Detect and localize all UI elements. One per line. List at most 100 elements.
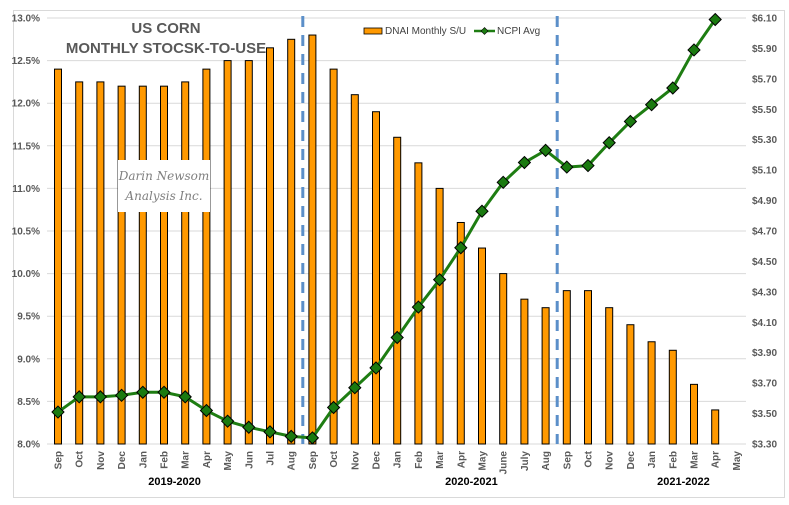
ncpi-marker xyxy=(136,385,150,399)
ncpi-marker xyxy=(72,390,86,404)
ncpi-marker xyxy=(220,414,235,428)
right-axis: $3.30 $3.50 $3.70 $3.90 $4.10 $4.30 $4.50 $4.70… xyxy=(752,14,777,451)
x-axis-category-label: Mar xyxy=(690,451,701,469)
season-label: 2020-2021 xyxy=(445,476,498,488)
ncpi-marker xyxy=(623,114,638,129)
x-axis-category-label: Apr xyxy=(711,451,722,468)
left-axis-tick-label: 10.5% xyxy=(12,227,40,238)
ncpi-marker xyxy=(369,361,383,375)
x-axis-category-label: Dec xyxy=(626,451,637,470)
ncpi-marker xyxy=(644,98,659,112)
ncpi-marker xyxy=(390,330,404,345)
x-axis-category-label: Apr xyxy=(202,451,213,468)
season-dividers xyxy=(301,16,559,444)
legend-item-line: NCPI Avg xyxy=(474,26,540,37)
bar xyxy=(647,341,656,445)
legend-label-bars: DNAI Monthly S/U xyxy=(385,26,466,37)
bar xyxy=(626,324,635,445)
x-axis: Sep Oct Nov Dec Jan Feb Mar Apr May Jun Jul Aug Sep O… xyxy=(54,450,743,474)
watermark-line-1: Darin Newsom xyxy=(118,169,210,183)
x-axis-category-label: Jul xyxy=(266,451,277,466)
left-axis-tick-label: 9.5% xyxy=(17,312,40,323)
bar xyxy=(711,409,720,445)
bar xyxy=(499,273,508,445)
left-axis-tick-label: 11.5% xyxy=(12,141,40,152)
bar xyxy=(456,221,465,445)
season-label: 2019-2020 xyxy=(148,476,201,488)
bar xyxy=(329,68,338,445)
x-axis-category-label: Oct xyxy=(75,450,86,467)
season-label: 2021-2022 xyxy=(657,476,710,488)
left-axis-tick-label: 9.0% xyxy=(17,354,40,365)
ncpi-marker xyxy=(687,43,701,57)
x-axis-category-label: Mar xyxy=(181,451,192,469)
ncpi-marker xyxy=(284,429,298,444)
right-axis-tick-label: $4.30 xyxy=(752,287,777,298)
x-axis-category-label: Jan xyxy=(138,451,149,468)
bar xyxy=(266,47,274,445)
ncpi-marker xyxy=(157,385,171,399)
left-axis-tick-label: 12.5% xyxy=(12,56,40,67)
bar xyxy=(520,298,529,445)
x-axis-category-label: Feb xyxy=(668,451,679,469)
ncpi-marker xyxy=(581,158,595,173)
ncpi-marker xyxy=(93,390,108,404)
right-axis-tick-label: $4.70 xyxy=(752,227,777,238)
x-axis-category-label: Mar xyxy=(435,451,446,469)
right-axis-tick-label: $5.50 xyxy=(752,105,777,116)
x-axis-category-label: Nov xyxy=(605,451,616,470)
bar xyxy=(181,81,190,445)
x-axis-category-label: Nov xyxy=(96,451,107,470)
bar xyxy=(605,307,614,445)
right-axis-tick-label: $3.90 xyxy=(752,348,777,359)
right-axis-tick-label: $4.50 xyxy=(752,257,777,268)
right-axis-tick-label: $5.30 xyxy=(752,135,777,146)
right-axis-tick-label: $5.70 xyxy=(752,74,777,85)
x-axis-category-label: June xyxy=(499,451,510,475)
ncpi-marker xyxy=(348,380,362,395)
left-axis-tick-label: 10.0% xyxy=(12,269,40,280)
x-axis-category-label: Aug xyxy=(287,451,298,470)
x-axis-category-label: Apr xyxy=(456,451,467,468)
bar xyxy=(562,290,571,445)
left-axis-tick-label: 11.0% xyxy=(12,184,40,195)
bar xyxy=(690,383,698,445)
left-axis: 8.0% 8.5% 9.0% 9.5% 10.0% 10.5% 11.0% 11.5% 12.0… xyxy=(12,14,40,451)
ncpi-marker xyxy=(666,81,680,95)
bar xyxy=(138,85,147,445)
x-axis-category-label: July xyxy=(520,451,531,471)
bar xyxy=(244,60,253,445)
ncpi-marker xyxy=(432,272,447,287)
right-axis-tick-label: $3.50 xyxy=(752,409,777,420)
chart-title: US CORN MONTHLY STOCSK-TO-USE xyxy=(66,20,266,57)
legend-item-bars: DNAI Monthly S/U xyxy=(363,26,466,37)
legend-swatch-marker xyxy=(480,27,489,35)
ncpi-series-line xyxy=(57,18,717,440)
left-axis-tick-label: 8.5% xyxy=(17,397,40,408)
bar xyxy=(393,136,402,445)
x-axis-category-label: Dec xyxy=(117,451,128,470)
bar xyxy=(668,349,677,445)
bars xyxy=(54,34,720,445)
ncpi-marker xyxy=(708,12,722,27)
ncpi-line xyxy=(51,12,722,445)
ncpi-marker xyxy=(560,160,574,174)
bar xyxy=(435,187,444,445)
bar xyxy=(117,85,126,445)
bar xyxy=(54,68,62,445)
ncpi-marker xyxy=(475,204,489,218)
bar xyxy=(350,94,359,445)
bar xyxy=(541,307,550,445)
legend: DNAI Monthly S/U NCPI Avg xyxy=(363,26,540,37)
x-axis-category-label: Oct xyxy=(584,450,595,467)
x-axis-category-label: Oct xyxy=(329,450,340,467)
x-axis-category-label: Aug xyxy=(541,451,552,470)
x-axis-category-label: Feb xyxy=(414,451,425,469)
ncpi-marker xyxy=(326,400,341,415)
x-axis-category-label: Nov xyxy=(350,451,361,470)
right-axis-tick-label: $4.10 xyxy=(752,318,777,329)
chart-frame xyxy=(13,10,785,498)
bar xyxy=(75,81,84,445)
ncpi-marker xyxy=(199,403,214,418)
ncpi-marker xyxy=(454,241,468,255)
